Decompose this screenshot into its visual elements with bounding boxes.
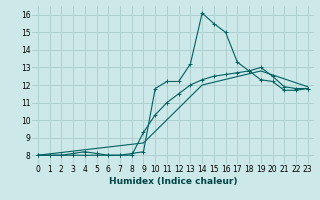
X-axis label: Humidex (Indice chaleur): Humidex (Indice chaleur) xyxy=(108,177,237,186)
